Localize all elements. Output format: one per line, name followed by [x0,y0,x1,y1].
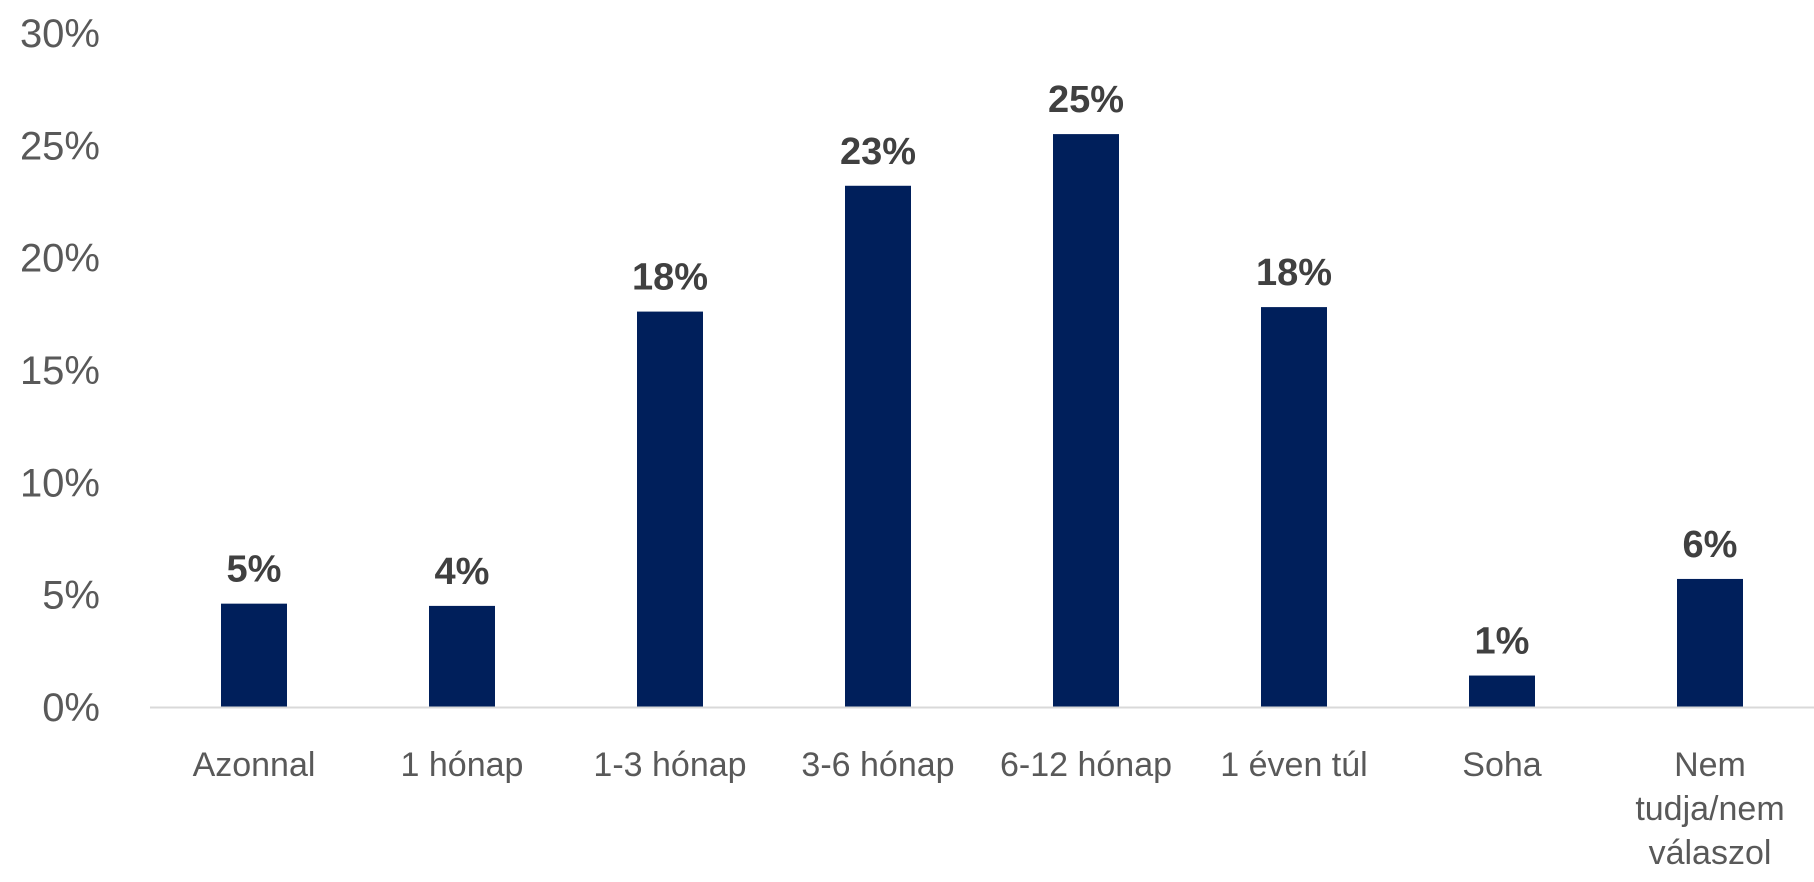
data-label: 18% [1256,252,1332,294]
bar [637,311,703,707]
category-label: 6-12 hónap [1000,746,1172,784]
bar [845,185,911,708]
category-label-line: 6-12 hónap [1000,746,1172,784]
bar [1053,134,1119,708]
bar [221,603,287,707]
data-label: 6% [1683,524,1738,566]
category-labels: Azonnal 1 hónap 1-3 hónap 3-6 hónap 6-12 hón… [193,746,1785,872]
category-label: Azonnal [193,746,316,784]
category-label-line: Soha [1462,746,1541,784]
y-axis-ticks: 0% 5% 10% 15% 20% 25% 30% [20,12,100,730]
bar [1677,578,1743,707]
bar [429,605,495,707]
category-label-line: 1 hónap [401,746,524,784]
y-tick-label: 15% [20,349,100,393]
y-tick-label: 25% [20,124,100,168]
y-tick-label: 10% [20,461,100,505]
category-label-line: válaszol [1649,834,1772,872]
bars [221,134,1743,708]
data-label: 25% [1048,79,1124,121]
category-label-line: Azonnal [193,746,316,784]
data-label: 5% [227,549,282,591]
data-label: 4% [435,551,490,593]
data-label: 1% [1475,621,1530,663]
category-label-line: 1-3 hónap [593,746,746,784]
y-tick-label: 20% [20,237,100,281]
category-label: 1-3 hónap [593,746,746,784]
data-label: 23% [840,131,916,173]
category-label-line: 1 éven túl [1220,746,1367,784]
category-label-line: 3-6 hónap [801,746,954,784]
y-tick-label: 5% [42,574,100,618]
data-label: 18% [632,257,708,299]
category-label: 3-6 hónap [801,746,954,784]
category-label: Soha [1462,746,1541,784]
bar [1469,675,1535,707]
y-tick-label: 30% [20,12,100,56]
y-tick-label: 0% [42,686,100,730]
data-labels: 5% 4% 18% 23% 25% 18% 1% 6% [227,79,1738,662]
category-label: 1 hónap [401,746,524,784]
category-label: 1 éven túl [1220,746,1367,784]
bar [1261,307,1327,707]
category-label-line: Nem [1674,746,1746,784]
category-label: Nem tudja/nem válaszol [1635,746,1784,872]
category-label-line: tudja/nem [1635,790,1784,828]
